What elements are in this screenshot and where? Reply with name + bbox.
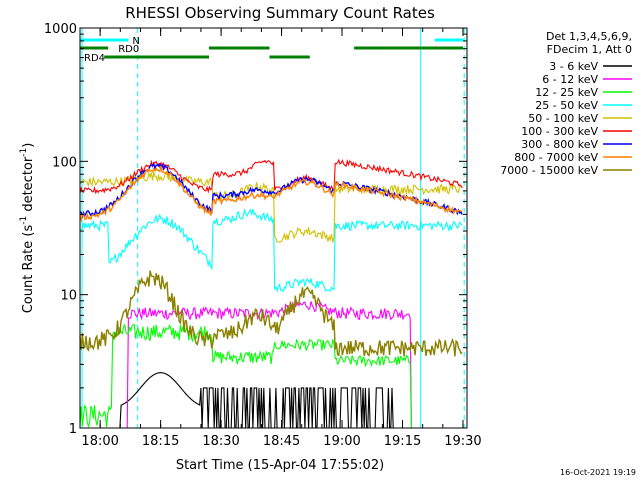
y-tick-label: 10 <box>60 289 77 304</box>
chart-title: RHESSI Observing Summary Count Rates <box>125 4 435 22</box>
legend-label: 12 - 25 keV <box>535 86 598 99</box>
x-axis-label: Start Time (15-Apr-04 17:55:02) <box>176 458 384 473</box>
x-tick-label: 18:00 <box>81 434 118 449</box>
flag-label-n: N <box>132 36 139 47</box>
legend-label: 50 - 100 keV <box>528 112 598 125</box>
y-tick-label: 1 <box>69 422 77 437</box>
y-axis-label: Count Rate (s-1 detector-1) <box>19 143 36 314</box>
series-line-8 <box>79 270 463 357</box>
legend-label: 100 - 300 keV <box>521 125 598 138</box>
flag-label-rd0: RD0 <box>118 44 139 55</box>
legend-label: 6 - 12 keV <box>542 73 598 86</box>
generation-timestamp: 16-Oct-2021 19:19 <box>560 468 636 477</box>
legend-label: 7000 - 15000 keV <box>500 164 598 177</box>
legend-label: 25 - 50 keV <box>535 99 598 112</box>
x-axis: 18:00 18:15 18:30 18:45 19:00 19:15 19:30 <box>79 28 482 449</box>
legend-label: 800 - 7000 keV <box>514 151 598 164</box>
series-line-7 <box>79 164 463 223</box>
y-axis-label-exponent-1: -1 <box>19 216 29 225</box>
legend-label: 300 - 800 keV <box>521 138 598 151</box>
y-axis: 1 10 100 1000 <box>44 22 467 437</box>
y-tick-label: 1000 <box>44 22 77 37</box>
series-line-2 <box>79 323 463 429</box>
y-tick-label: 100 <box>52 155 77 170</box>
legend: Det 1,3,4,5,6,9,FDecim 1, Att 0 3 - 6 keV… <box>500 30 632 177</box>
y-axis-label-middle: detector <box>21 156 36 216</box>
legend-header: Det 1,3,4,5,6,9, <box>546 30 632 43</box>
x-tick-label: 18:15 <box>142 434 179 449</box>
x-tick-label: 19:15 <box>384 434 421 449</box>
series-line-3 <box>79 207 463 294</box>
x-tick-label: 19:00 <box>323 434 360 449</box>
x-tick-label: 19:30 <box>444 434 481 449</box>
plot-frame <box>79 27 468 429</box>
legend-label: 3 - 6 keV <box>549 60 598 73</box>
y-axis-label-exponent-2: -1 <box>19 148 29 157</box>
x-tick-label: 18:30 <box>202 434 239 449</box>
y-axis-label-end: ) <box>21 143 36 148</box>
series-line-1 <box>80 299 463 429</box>
flag-label-rd4: RD4 <box>84 53 105 64</box>
x-tick-label: 18:45 <box>263 434 300 449</box>
y-axis-label-main: Count Rate (s <box>21 225 36 314</box>
legend-header: FDecim 1, Att 0 <box>547 43 632 56</box>
